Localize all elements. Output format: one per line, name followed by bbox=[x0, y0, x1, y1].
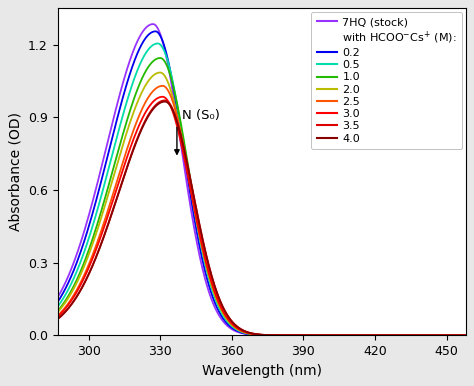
X-axis label: Wavelength (nm): Wavelength (nm) bbox=[201, 364, 322, 378]
Y-axis label: Absorbance (OD): Absorbance (OD) bbox=[9, 112, 22, 231]
Text: N (S₀): N (S₀) bbox=[182, 109, 219, 122]
Legend: 7HQ (stock), with HCOO$^{-}$Cs$^{+}$ (M):, 0.2, 0.5, 1.0, 2.0, 2.5, 3.0, 3.5, 4.: 7HQ (stock), with HCOO$^{-}$Cs$^{+}$ (M)… bbox=[311, 12, 462, 149]
